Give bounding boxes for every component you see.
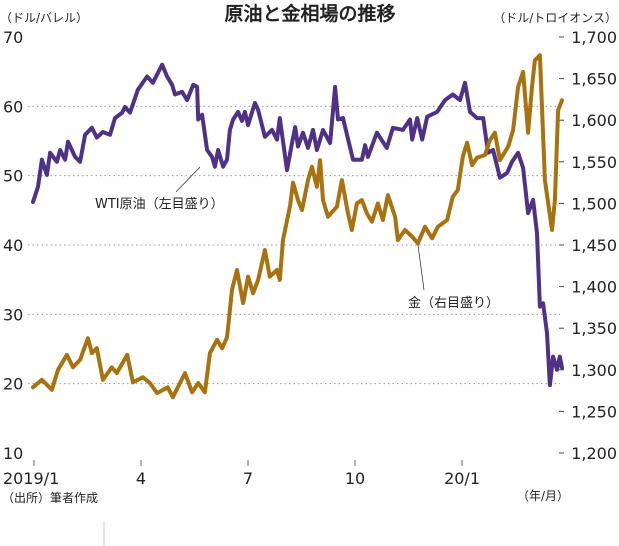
gold-series-label: 金（右目盛り） [408, 295, 499, 311]
source-note: （出所）筆者作成 [2, 491, 98, 505]
x-axis-unit: （年/月） [517, 489, 569, 503]
right-tick-label: 1,650 [571, 70, 617, 89]
x-tick-label: 10 [345, 469, 365, 488]
left-tick-label: 50 [3, 167, 23, 186]
gold-line [31, 53, 564, 400]
wti-oil-line [31, 62, 564, 388]
left-tick-label: 70 [3, 28, 23, 47]
x-tick-label: 7 [243, 469, 253, 488]
right-tick-label: 1,250 [571, 402, 617, 421]
oil-series-label: WTI原油（左目盛り） [95, 197, 224, 212]
x-tick-label: 4 [136, 469, 146, 488]
left-tick-label: 30 [3, 305, 23, 324]
right-tick-label: 1,600 [571, 111, 617, 130]
right-tick-label: 1,500 [571, 194, 617, 213]
gold-leader-line [417, 244, 425, 291]
right-axis-unit: （ドル/トロイオンス） [493, 11, 617, 25]
gridlines [28, 105, 560, 385]
series-lines [31, 53, 564, 400]
x-tick-label: 20/1 [444, 469, 480, 488]
left-tick-label: 40 [3, 236, 23, 255]
right-tick-label: 1,400 [571, 278, 617, 297]
left-axis: 70 60 50 40 30 20 10 [3, 28, 23, 463]
left-tick-label: 60 [3, 97, 23, 116]
x-axis: 2019/1 4 7 10 20/1 [3, 460, 480, 488]
x-tick-label: 2019/1 [3, 469, 59, 488]
oil-leader-line [175, 166, 201, 193]
right-tick-label: 1,450 [571, 236, 617, 255]
right-tick-label: 1,550 [571, 153, 617, 172]
right-tick-label: 1,700 [571, 28, 617, 47]
left-axis-unit: （ドル/バレル） [0, 11, 88, 25]
right-axis: 1,700 1,650 1,600 1,550 1,500 1,450 1,400 1,350… [559, 28, 617, 463]
right-tick-label: 1,350 [571, 319, 617, 338]
right-tick-label: 1,200 [571, 444, 617, 463]
left-tick-label: 10 [3, 444, 23, 463]
left-tick-label: 20 [3, 375, 23, 394]
right-tick-label: 1,300 [571, 361, 617, 380]
chart-title: 原油と金相場の推移 [224, 2, 395, 25]
